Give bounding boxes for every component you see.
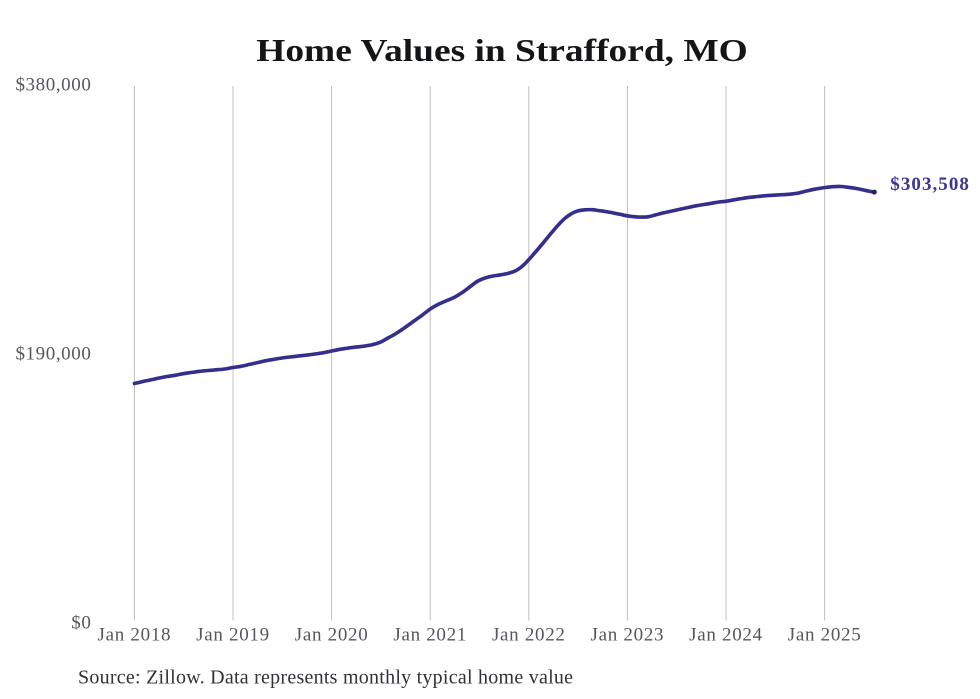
svg-text:Jan 2025: Jan 2025 (788, 625, 862, 646)
svg-text:Jan 2021: Jan 2021 (393, 625, 467, 646)
svg-text:Jan 2023: Jan 2023 (591, 625, 665, 646)
svg-text:$190,000: $190,000 (15, 343, 91, 364)
svg-text:Jan 2020: Jan 2020 (295, 625, 369, 646)
svg-text:Jan 2024: Jan 2024 (689, 625, 763, 646)
svg-text:Jan 2022: Jan 2022 (492, 625, 566, 646)
svg-text:Home Values in Strafford, MO: Home Values in Strafford, MO (256, 34, 748, 69)
svg-text:$0: $0 (71, 613, 91, 634)
svg-text:Source: Zillow. Data represent: Source: Zillow. Data represents monthly … (78, 667, 573, 689)
svg-text:$380,000: $380,000 (15, 74, 91, 95)
svg-text:Jan 2018: Jan 2018 (98, 625, 172, 646)
svg-text:Jan 2019: Jan 2019 (196, 625, 270, 646)
svg-text:$303,508: $303,508 (890, 174, 970, 195)
